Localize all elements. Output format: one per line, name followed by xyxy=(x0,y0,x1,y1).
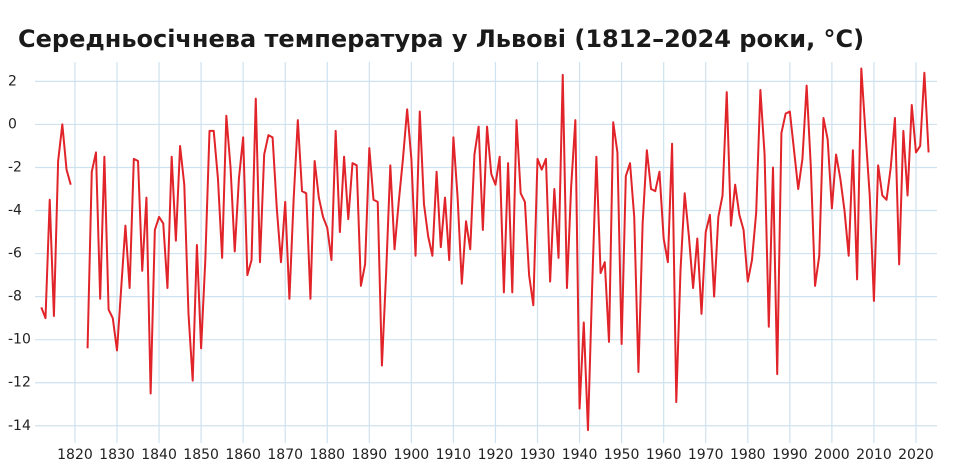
x-tick-label: 1920 xyxy=(478,447,514,463)
y-tick-label: -4 xyxy=(8,203,22,219)
x-tick-label: 1950 xyxy=(604,447,640,463)
x-tick-label: 1970 xyxy=(688,447,724,463)
x-tick-label: 1880 xyxy=(309,447,345,463)
x-tick-label: 2000 xyxy=(814,447,850,463)
x-tick-label: 1820 xyxy=(57,447,93,463)
chart-title: Середньосічнева температура у Львові (18… xyxy=(18,25,864,53)
y-tick-label: 0 xyxy=(8,116,17,132)
y-tick-label: -8 xyxy=(8,289,22,305)
x-tick-label: 1900 xyxy=(394,447,430,463)
x-tick-label: 2020 xyxy=(898,447,934,463)
x-tick-label: 1960 xyxy=(646,447,682,463)
x-tick-label: 1860 xyxy=(225,447,261,463)
x-tick-label: 1980 xyxy=(730,447,766,463)
x-tick-label: 1870 xyxy=(267,447,303,463)
y-tick-label: -12 xyxy=(8,375,31,391)
x-tick-label: 1850 xyxy=(183,447,219,463)
y-tick-label: -14 xyxy=(8,418,31,434)
x-tick-label: 1910 xyxy=(436,447,472,463)
x-tick-label: 2010 xyxy=(856,447,892,463)
x-tick-label: 1830 xyxy=(99,447,135,463)
x-tick-label: 1890 xyxy=(351,447,387,463)
data-line xyxy=(40,67,930,432)
y-tick-label: -2 xyxy=(8,159,22,175)
y-tick-label: -6 xyxy=(8,246,22,262)
x-tick-label: 1940 xyxy=(562,447,598,463)
x-tick-label: 1840 xyxy=(141,447,177,463)
x-tick-label: 1990 xyxy=(772,447,808,463)
x-tick-label: 1930 xyxy=(520,447,556,463)
y-tick-label: -10 xyxy=(8,332,31,348)
y-tick-label: 2 xyxy=(8,73,17,89)
